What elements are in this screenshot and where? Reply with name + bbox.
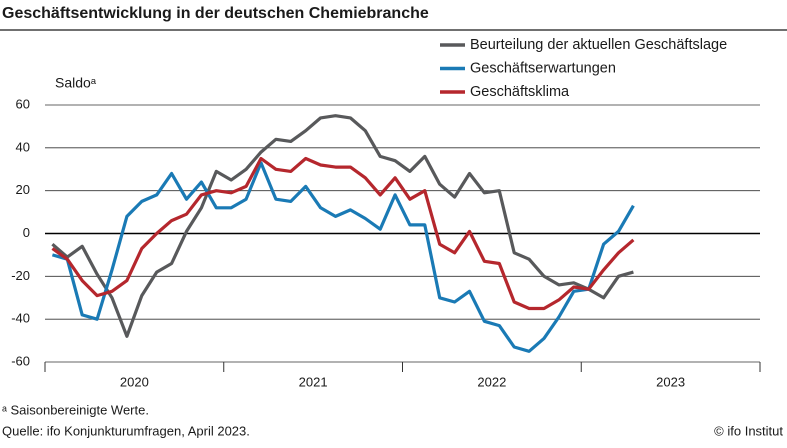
y-tick-label: 60 bbox=[16, 96, 30, 111]
footnote: ᵃ Saisonbereinigte Werte. bbox=[2, 402, 149, 417]
legend-label: Geschäftsklima bbox=[470, 84, 570, 100]
legend-label: Geschäftserwartungen bbox=[470, 60, 616, 76]
y-tick-label: 0 bbox=[23, 225, 30, 240]
series-line bbox=[51, 156, 635, 311]
source: Quelle: ifo Konjunkturumfragen, April 20… bbox=[2, 423, 250, 438]
legend-label: Beurteilung der aktuellen Geschäftslage bbox=[470, 37, 727, 53]
x-tick-label: 2020 bbox=[120, 374, 149, 389]
y-axis-label: Saldoᵃ bbox=[55, 75, 97, 91]
y-tick-label: -20 bbox=[11, 268, 30, 283]
series-line bbox=[51, 161, 635, 353]
x-tick-label: 2021 bbox=[299, 374, 328, 389]
x-tick-label: 2022 bbox=[477, 374, 506, 389]
x-tick-label: 2023 bbox=[656, 374, 685, 389]
y-tick-label: -60 bbox=[11, 353, 30, 368]
y-tick-label: -40 bbox=[11, 311, 30, 326]
series-line bbox=[51, 114, 634, 338]
y-tick-label: 20 bbox=[16, 182, 30, 197]
chart-title: Geschäftsentwicklung in der deutschen Ch… bbox=[2, 5, 429, 22]
y-tick-label: 40 bbox=[16, 139, 30, 154]
credit: © ifo Institut bbox=[714, 423, 783, 438]
